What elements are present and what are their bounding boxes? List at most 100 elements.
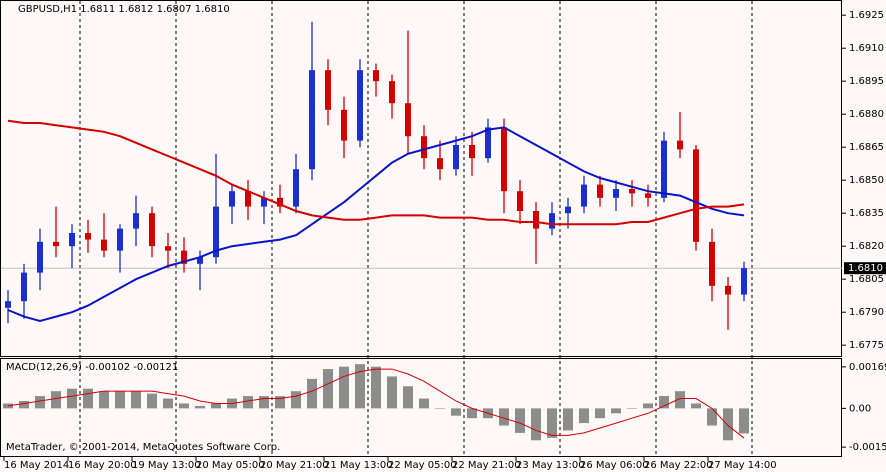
x-tick-label: 20 May 05:00 [196, 460, 265, 471]
x-tick-label: 22 May 05:00 [388, 460, 457, 471]
macd-bar [643, 403, 653, 409]
macd-bar [387, 376, 397, 409]
candle-body [325, 70, 331, 110]
x-tick-label: 26 May 06:00 [580, 460, 649, 471]
candle-body [501, 127, 507, 192]
candle-body [613, 189, 619, 198]
macd-bar [211, 403, 221, 409]
candle-body [725, 285, 731, 295]
candle-body [309, 70, 315, 170]
candle-body [5, 301, 11, 308]
macd-bar [579, 408, 589, 424]
candle-body [453, 145, 459, 170]
candle-body [533, 211, 539, 229]
x-tick-label: 20 May 21:00 [260, 460, 329, 471]
macd-bar [499, 408, 509, 426]
candle-body [341, 109, 347, 141]
candle-body [53, 241, 59, 247]
candle-body [661, 140, 667, 198]
candle-body [437, 158, 443, 170]
x-tick-label: 16 May 2014 [4, 460, 69, 471]
macd-bar [163, 398, 173, 409]
candle-body [21, 272, 27, 302]
chart-title: GBPUSD,H1 1.6811 1.6812 1.6807 1.6810 [18, 4, 230, 15]
vertical-grid [79, 1, 753, 456]
y-tick-label: 1.6775 [849, 340, 884, 351]
candle-body [405, 103, 411, 137]
y-tick-label: 1.6880 [849, 109, 884, 120]
y-tick-label: 1.6790 [849, 307, 884, 318]
macd-bar [243, 396, 253, 409]
macd-bar [707, 408, 717, 426]
macd-bar [563, 408, 573, 431]
macd-bar [131, 391, 141, 409]
candle-body [517, 191, 523, 211]
y-tick-label: 1.6925 [849, 10, 884, 21]
macd-bar [259, 396, 269, 409]
macd-panel [0, 358, 842, 457]
candle-body [69, 233, 75, 247]
macd-bar [451, 408, 461, 416]
macd-bar [323, 369, 333, 409]
macd-bar [419, 398, 429, 409]
main-panel [0, 0, 842, 357]
macd-bar [99, 391, 109, 409]
macd-bar [691, 403, 701, 409]
current-price-box [844, 262, 886, 275]
macd-bar [115, 391, 125, 409]
macd-title: MACD(12,26,9) -0.00102 -0.00121 [6, 362, 178, 373]
y-tick-label: 1.6805 [849, 274, 884, 285]
macd-bar [611, 408, 621, 414]
candle-body [101, 239, 107, 251]
macd-bar [371, 366, 381, 409]
candle-body [421, 136, 427, 159]
candle-body [37, 241, 43, 273]
macd-bar [19, 400, 29, 409]
macd-bar [51, 391, 61, 409]
x-tick-label: 23 May 13:00 [516, 460, 585, 471]
macd-bar [627, 408, 637, 409]
y-tick-label: 0.00169 [849, 362, 886, 373]
x-tick-label: 16 May 20:00 [68, 460, 137, 471]
candle-body [213, 206, 219, 258]
candle-body [549, 213, 555, 229]
candle-body [373, 70, 379, 82]
moving-average [7, 119, 745, 226]
macd-bar [659, 396, 669, 409]
x-tick-label: 22 May 21:00 [452, 460, 521, 471]
candle-body [565, 206, 571, 214]
candle-body [149, 213, 155, 247]
candle-body [181, 250, 187, 264]
copyright: MetaTrader, © 2001-2014, MetaQuotes Soft… [6, 442, 280, 453]
candle-body [485, 127, 491, 159]
candle-body [229, 191, 235, 207]
x-tick-label: 27 May 14:00 [708, 460, 777, 471]
macd-bar [275, 396, 285, 409]
y-tick-label: 1.6850 [849, 175, 884, 186]
macd-bar [339, 366, 349, 409]
y-tick-label: 0.00 [849, 403, 871, 414]
candle-body [277, 197, 283, 207]
y-tick-label: 1.6895 [849, 76, 884, 87]
macd-bar [3, 403, 13, 409]
candle-body [677, 140, 683, 150]
macd-bar [195, 405, 205, 409]
y-tick-label: 1.6820 [849, 241, 884, 252]
macd-bar [35, 396, 45, 409]
macd-bar [675, 391, 685, 409]
candle-body [693, 149, 699, 242]
candle-body [293, 169, 299, 207]
macd-bar [435, 408, 445, 409]
candle-body [133, 213, 139, 229]
macd-bar [67, 388, 77, 409]
moving-average [7, 126, 745, 323]
macd-bar [467, 408, 477, 419]
macd-bar [515, 408, 525, 433]
y-tick-label: 1.6865 [849, 142, 884, 153]
macd-bar [291, 391, 301, 409]
candle-body [245, 191, 251, 207]
candle-body [741, 268, 747, 295]
macd-bar [739, 408, 749, 434]
x-tick-label: 19 May 13:00 [132, 460, 201, 471]
